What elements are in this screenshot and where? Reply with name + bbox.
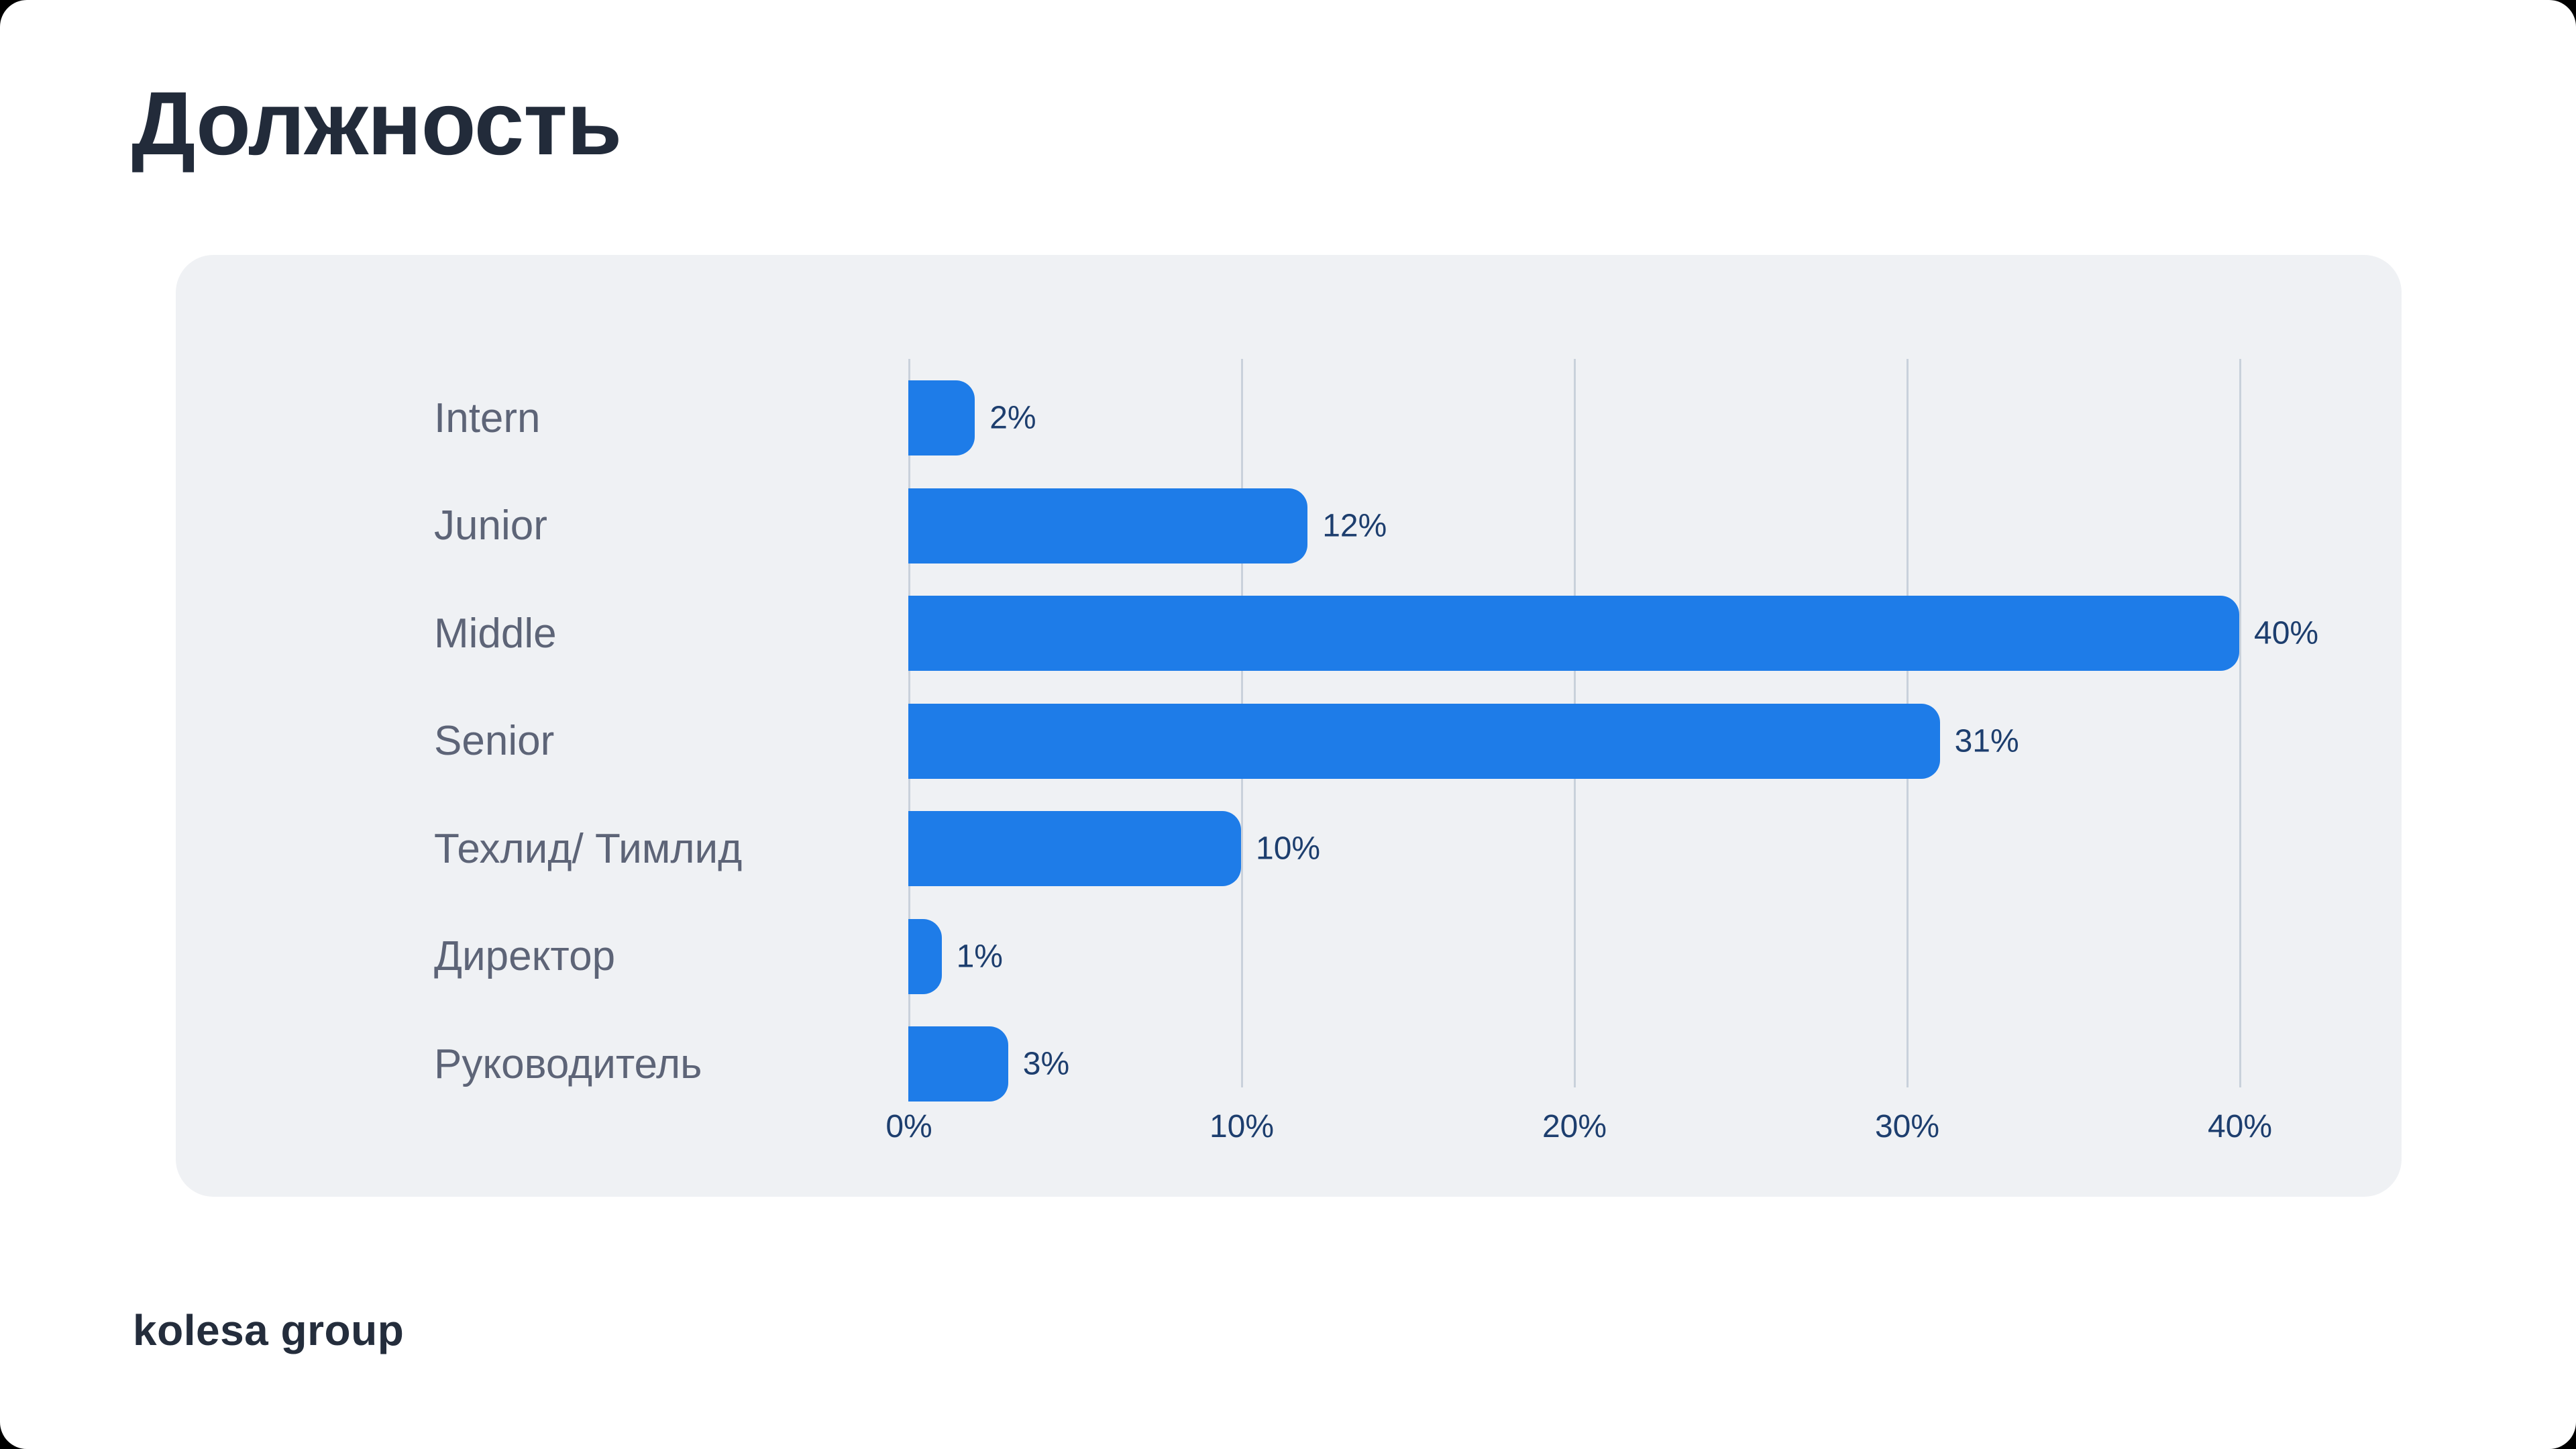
value-label: 12% <box>1322 508 1387 543</box>
bar-senior: 31% <box>908 703 2019 779</box>
chart-row-director: Директор 1% <box>176 903 2402 1011</box>
bar-track: 31% <box>908 703 2402 779</box>
bar-manager: 3% <box>908 1026 1069 1102</box>
bar-track: 3% <box>908 1026 2402 1102</box>
x-tick-10: 10% <box>1209 1109 1275 1144</box>
bar-track: 2% <box>908 380 2402 455</box>
bar-track: 10% <box>908 811 2402 886</box>
category-label: Техлид/ Тимлид <box>434 825 743 872</box>
x-axis: 0% 10% 20% 30% 40% <box>176 1108 2402 1148</box>
value-label: 3% <box>1022 1046 1070 1082</box>
page-title: Должность <box>131 74 622 174</box>
bar-chart: Intern 2% Junior 12% Middle <box>176 364 2402 1118</box>
category-label: Middle <box>434 610 557 657</box>
value-label: 1% <box>956 938 1003 974</box>
chart-row-senior: Senior 31% <box>176 688 2402 796</box>
x-tick-0: 0% <box>885 1109 932 1144</box>
chart-row-middle: Middle 40% <box>176 580 2402 688</box>
x-tick-30: 30% <box>1874 1109 1940 1144</box>
bar-track: 12% <box>908 488 2402 564</box>
bar-director: 1% <box>908 918 1003 994</box>
category-label: Senior <box>434 718 555 765</box>
chart-row-techlead: Техлид/ Тимлид 10% <box>176 795 2402 903</box>
bar-track: 1% <box>908 918 2402 994</box>
value-label: 31% <box>1954 723 2019 759</box>
gridline-40pct <box>2239 359 2241 1087</box>
kolesa-group-logo: kolesa group <box>133 1306 405 1354</box>
bar-intern: 2% <box>908 380 1036 455</box>
value-label: 2% <box>989 400 1036 436</box>
category-label: Директор <box>434 933 616 980</box>
chart-row-manager: Руководитель 3% <box>176 1010 2402 1118</box>
bar-track: 40% <box>908 596 2402 671</box>
x-tick-40: 40% <box>2207 1109 2273 1144</box>
category-label: Junior <box>434 502 547 549</box>
category-label: Intern <box>434 394 541 441</box>
x-tick-20: 20% <box>1542 1109 1607 1144</box>
bar-junior: 12% <box>908 488 1387 564</box>
bar-techlead: 10% <box>908 811 1320 886</box>
value-label: 10% <box>1256 830 1321 867</box>
value-label: 40% <box>2254 615 2319 651</box>
category-label: Руководитель <box>434 1040 702 1087</box>
chart-panel: Intern 2% Junior 12% Middle <box>176 255 2402 1197</box>
bar-middle: 40% <box>908 596 2318 671</box>
chart-row-junior: Junior 12% <box>176 472 2402 580</box>
chart-row-intern: Intern 2% <box>176 364 2402 472</box>
